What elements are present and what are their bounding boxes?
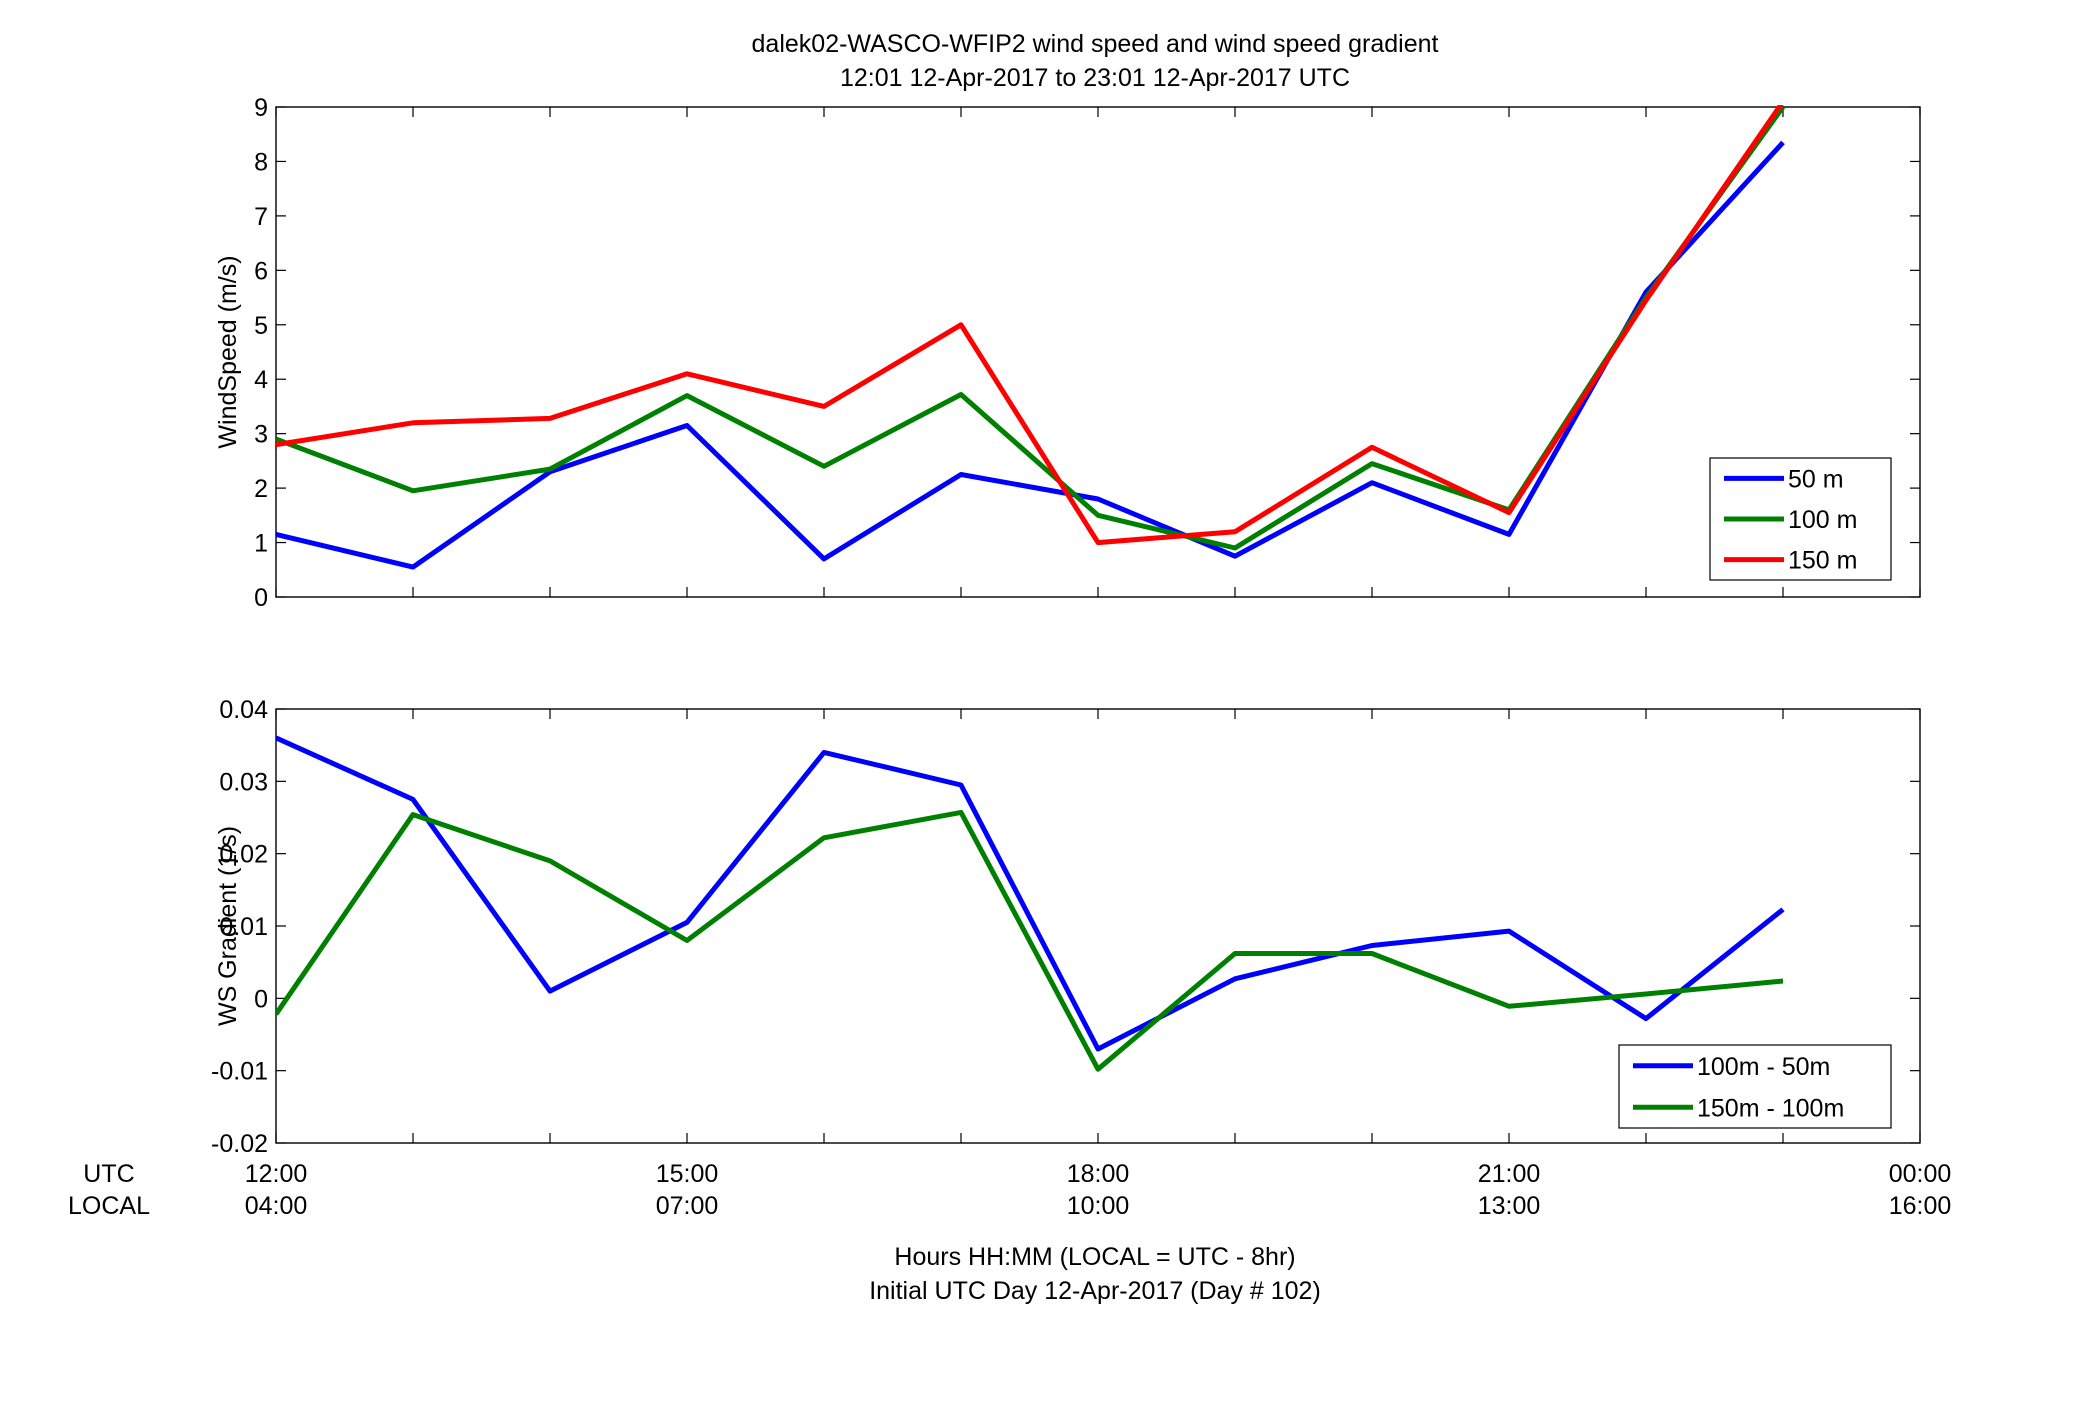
x-tick-label-local: 04:00: [245, 1192, 308, 1220]
legend-label: 100m - 50m: [1697, 1053, 1830, 1081]
x-tick-label-utc: 00:00: [1889, 1160, 1952, 1188]
plot-area: [275, 106, 1921, 598]
series-line: [276, 735, 1785, 1052]
y-axis-label: WS Gradient (1/s): [214, 826, 242, 1026]
x-tick-label-utc: 12:00: [245, 1160, 308, 1188]
y-tick-label: 5: [254, 312, 268, 340]
y-tick-label: -0.01: [211, 1058, 268, 1086]
series-line: [276, 140, 1785, 570]
y-tick-label: 3: [254, 421, 268, 449]
legend-label: 150 m: [1788, 547, 1857, 575]
series-line: [276, 105, 1784, 546]
x-tick-label-utc: 18:00: [1067, 1160, 1130, 1188]
x-axis-label: Hours HH:MM (LOCAL = UTC - 8hr): [894, 1243, 1295, 1271]
x-row-label-utc: UTC: [83, 1160, 134, 1188]
y-tick-label: 0.02: [219, 841, 268, 869]
chart-title: dalek02-WASCO-WFIP2 wind speed and wind …: [752, 30, 1439, 58]
legend-label: 50 m: [1788, 465, 1844, 493]
x-tick-label-local: 16:00: [1889, 1192, 1952, 1220]
x-tick-label-utc: 15:00: [656, 1160, 719, 1188]
x-axis-sublabel: Initial UTC Day 12-Apr-2017 (Day # 102): [869, 1277, 1321, 1305]
legend: 50 m 100 m 150 m: [1709, 457, 1892, 581]
y-tick-label: 0.03: [219, 768, 268, 796]
series-line: [276, 809, 1784, 1072]
y-tick-label: 4: [254, 366, 268, 394]
gradient-panel: -0.02 -0.01 0 0.01 0.02 0.03 0.04 12:00 04:00 15:…: [211, 696, 1951, 1220]
legend-label: 150m - 100m: [1697, 1094, 1844, 1122]
windspeed-panel: 0 1 2 3 4 5 6 7 8 9 WindSpeed (m/s) 50 m 100 m 150 m: [214, 94, 1921, 612]
y-tick-label: 1: [254, 530, 268, 558]
y-tick-label: 2: [254, 475, 268, 503]
x-tick-label-local: 07:00: [656, 1192, 719, 1220]
legend-box: [1618, 1044, 1892, 1129]
y-tick-label: -0.02: [211, 1130, 268, 1158]
y-tick-label: 8: [254, 148, 268, 176]
y-axis-label: WindSpeed (m/s): [214, 255, 242, 448]
x-tick-label-local: 10:00: [1067, 1192, 1130, 1220]
chart-subtitle: 12:01 12-Apr-2017 to 23:01 12-Apr-2017 U…: [840, 64, 1350, 92]
y-tick-label: 9: [254, 94, 268, 122]
x-tick-label-utc: 21:00: [1478, 1160, 1541, 1188]
y-tick-label: 0.01: [219, 913, 268, 941]
y-tick-label: 0: [254, 985, 268, 1013]
y-tick-label: 0.04: [219, 696, 268, 724]
y-tick-label: 6: [254, 257, 268, 285]
x-tick-label-local: 13:00: [1478, 1192, 1541, 1220]
y-tick-label: 0: [254, 584, 268, 612]
legend: 100m - 50m 150m - 100m: [1618, 1044, 1892, 1129]
x-row-label-local: LOCAL: [68, 1192, 150, 1220]
y-tick-label: 7: [254, 203, 268, 231]
legend-label: 100 m: [1788, 506, 1857, 534]
